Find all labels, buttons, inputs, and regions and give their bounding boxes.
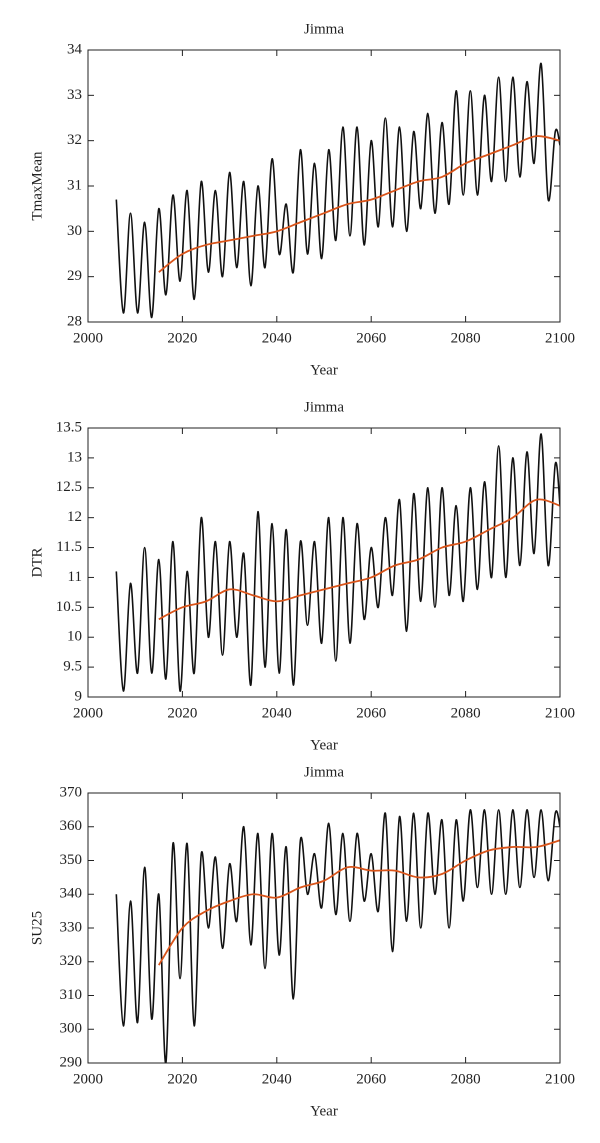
x-tick-label: 2060 (356, 330, 386, 346)
y-tick-label: 290 (60, 1054, 83, 1070)
x-tick-label: 2080 (451, 1071, 481, 1087)
data-line (158, 135, 560, 273)
y-tick-label: 370 (60, 784, 83, 800)
y-tick-label: 11.5 (56, 539, 82, 555)
y-tick-label: 340 (60, 886, 83, 902)
x-tick-label: 2100 (545, 1071, 575, 1087)
y-tick-label: 360 (60, 818, 83, 834)
x-tick-label: 2040 (262, 705, 292, 721)
y-tick-label: 300 (60, 1021, 83, 1037)
x-tick-label: 2080 (451, 705, 481, 721)
y-tick-label: 9 (75, 688, 83, 704)
y-axis-label: SU25 (29, 911, 45, 945)
subplot-title: Jimma (304, 399, 344, 415)
y-tick-label: 12.5 (56, 479, 82, 495)
y-tick-label: 10 (67, 629, 82, 645)
y-tick-label: 13 (67, 449, 82, 465)
y-tick-label: 310 (60, 987, 83, 1003)
y-tick-label: 33 (67, 87, 82, 103)
y-tick-label: 11 (68, 569, 82, 585)
x-tick-label: 2060 (356, 1071, 386, 1087)
x-tick-label: 2080 (451, 330, 481, 346)
x-axis-label: Year (310, 362, 338, 378)
subplot: Jimma Year SU25 2000 2020 2040 2060 2080 2100 290… (29, 764, 575, 1119)
x-tick-label: 2100 (545, 705, 575, 721)
y-tick-label: 28 (67, 313, 82, 329)
y-tick-label: 34 (67, 41, 83, 57)
x-tick-label: 2040 (262, 1071, 292, 1087)
axes-frame (87, 49, 561, 323)
x-tick-label: 2000 (73, 705, 103, 721)
x-tick-label: 2020 (167, 330, 197, 346)
subplot: Jimma Year DTR 2000 2020 2040 2060 2080 2100 9 9.5… (29, 399, 575, 753)
plot-area (115, 62, 560, 319)
plot-area (115, 809, 560, 1063)
axes-frame (87, 427, 561, 698)
data-line (115, 433, 560, 692)
x-tick-label: 2040 (262, 330, 292, 346)
x-tick-label: 2020 (167, 705, 197, 721)
y-tick-label: 32 (67, 132, 82, 148)
y-tick-label: 29 (67, 268, 82, 284)
data-line (158, 839, 560, 966)
y-axis-label: TmaxMean (29, 151, 45, 221)
x-tick-label: 2060 (356, 705, 386, 721)
subplot-title: Jimma (304, 764, 344, 780)
y-tick-label: 9.5 (63, 659, 82, 675)
x-tick-label: 2100 (545, 330, 575, 346)
subplot: Jimma Year TmaxMean 2000 2020 2040 2060 2080 210… (29, 21, 575, 378)
y-tick-label: 31 (67, 177, 82, 193)
y-axis-label: DTR (29, 548, 45, 578)
y-tick-label: 30 (67, 223, 82, 239)
x-axis-label: Year (310, 1103, 338, 1119)
y-tick-label: 350 (60, 852, 83, 868)
subplot-title: Jimma (304, 21, 344, 37)
axes-frame (87, 792, 561, 1064)
x-tick-label: 2020 (167, 1071, 197, 1087)
plot-area (115, 433, 560, 692)
data-line (115, 62, 560, 319)
data-line (158, 498, 560, 621)
y-tick-label: 10.5 (56, 599, 82, 615)
x-axis-label: Year (310, 737, 338, 753)
y-tick-label: 330 (60, 919, 83, 935)
y-tick-label: 13.5 (56, 419, 82, 435)
y-tick-label: 320 (60, 953, 83, 969)
data-line (115, 809, 560, 1063)
y-tick-label: 12 (67, 509, 82, 525)
x-tick-label: 2000 (73, 330, 103, 346)
x-tick-label: 2000 (73, 1071, 103, 1087)
